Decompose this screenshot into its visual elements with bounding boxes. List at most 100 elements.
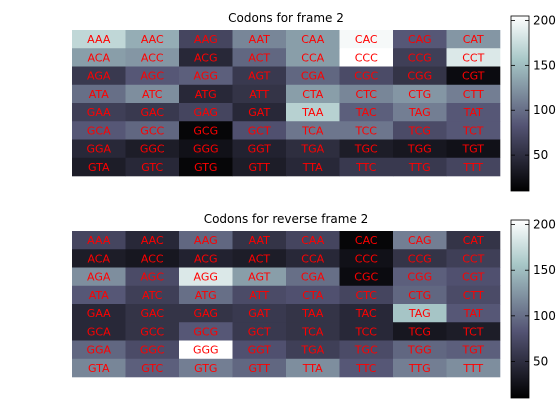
heatmap-cell-aat <box>232 30 287 49</box>
cell-label: CCC <box>355 51 378 64</box>
cell-label: GCG <box>193 325 218 338</box>
colorbar-tick-label: 100 <box>533 103 556 117</box>
chart-title: Codons for reverse frame 2 <box>204 212 369 226</box>
cell-label: GGG <box>193 143 219 156</box>
heatmap-cell-acg <box>179 249 233 268</box>
cell-label: GTC <box>141 161 163 174</box>
colorbar-tick-label: 50 <box>533 148 548 162</box>
heatmap-cell-ctc <box>339 84 394 104</box>
cell-label: GGC <box>140 344 165 357</box>
cell-label: GTT <box>249 362 271 375</box>
cell-label: CGA <box>301 70 325 83</box>
heatmap-cell-cgt <box>446 66 501 86</box>
cell-label: GAA <box>87 307 111 320</box>
cell-label: CCC <box>355 252 378 265</box>
heatmap-cell-aga <box>72 267 126 287</box>
heatmap-cell-agt <box>232 66 287 86</box>
heatmap-cell-cac <box>339 231 394 250</box>
heatmap-cell-gag <box>179 103 233 122</box>
heatmap-cell-tat <box>446 304 501 323</box>
cell-label: AGT <box>248 70 270 83</box>
heatmap-cells <box>72 30 501 177</box>
cell-label: TGA <box>300 344 324 357</box>
heatmap-cell-gtg <box>179 157 233 177</box>
heatmap-cell-ttg <box>393 157 447 177</box>
cell-label: TTG <box>408 161 431 174</box>
heatmap-cell-gac <box>125 304 180 323</box>
cell-label: CCT <box>462 51 484 64</box>
cell-label: TCT <box>462 325 484 338</box>
heatmap-cell-tta <box>286 358 340 378</box>
cell-label: CGA <box>301 271 325 284</box>
heatmap-labels: AAA AAC AAG AAT CAA CAC CAG CAT ACA ACC ACG ACT CCA C… <box>86 234 484 375</box>
cell-label: TTA <box>302 362 323 375</box>
cell-label: TAG <box>408 106 431 119</box>
heatmap-cell-ggc <box>125 340 180 360</box>
heatmap-cell-cga <box>286 66 340 86</box>
heatmap-cell-gta <box>72 358 126 378</box>
cell-label: ATC <box>142 88 163 101</box>
heatmap-cell-ata <box>72 285 126 305</box>
heatmap-cell-gaa <box>72 304 126 323</box>
heatmap-cell-cac <box>339 30 394 49</box>
heatmap-cell-gaa <box>72 103 126 122</box>
heatmap-cell-ctg <box>393 285 447 305</box>
heatmap-cell-cta <box>286 84 340 104</box>
cell-label: CTT <box>463 289 484 302</box>
heatmap-cell-ata <box>72 84 126 104</box>
cell-label: GAC <box>140 106 164 119</box>
cell-label: TAT <box>463 307 484 320</box>
heatmap-cells <box>72 231 501 378</box>
cell-label: GCA <box>87 325 111 338</box>
heatmap-cell-atc <box>125 84 180 104</box>
cell-label: TTA <box>302 161 323 174</box>
colorbar-gradient <box>510 219 530 399</box>
cell-label: GCA <box>87 124 111 137</box>
colorbar-tick-label: 150 <box>533 263 556 277</box>
cell-label: TCC <box>355 325 378 338</box>
heatmap-cell-acc <box>125 48 180 67</box>
heatmap-labels: AAA AAC AAG AAT CAA CAC CAG CAT ACA ACC ACG ACT CCA C… <box>86 33 484 174</box>
heatmap-cell-cgc <box>339 267 394 287</box>
heatmap-cell-cgg <box>393 66 447 86</box>
cell-label: CGG <box>407 70 432 83</box>
heatmap-cell-cat <box>446 30 501 49</box>
heatmap-cell-ttt <box>446 358 501 378</box>
cell-label: ACG <box>194 252 218 265</box>
cell-label: GCG <box>193 124 218 137</box>
colorbar-tick-label: 100 <box>533 309 556 323</box>
cell-label: TAA <box>301 106 324 119</box>
cell-label: ATA <box>89 88 110 101</box>
cell-label: CTT <box>463 88 484 101</box>
heatmap-cell-tta <box>286 157 340 177</box>
heatmap-cell-att <box>232 84 287 104</box>
heatmap-cell-ccc <box>339 249 394 268</box>
cell-label: GTG <box>194 161 217 174</box>
cell-label: TGC <box>354 143 378 156</box>
heatmap-cell-tca <box>286 121 340 140</box>
cell-label: GTA <box>88 362 110 375</box>
cell-label: AGG <box>194 271 218 284</box>
cell-label: GGG <box>193 344 219 357</box>
heatmap-cell-agg <box>179 267 233 287</box>
heatmap-cell-ggg <box>179 340 233 360</box>
heatmap-cell-tag <box>393 304 447 323</box>
heatmap-cell-tct <box>446 322 501 341</box>
heatmap-cell-cct <box>446 249 501 268</box>
heatmap-cell-atg <box>179 285 233 305</box>
cell-label: CTG <box>408 88 431 101</box>
cell-label: AGG <box>194 70 218 83</box>
heatmap-cell-cag <box>393 231 447 250</box>
heatmap-cell-tgt <box>446 139 501 159</box>
cell-label: TAT <box>463 106 484 119</box>
heatmap-cell-tga <box>286 139 340 159</box>
cell-label: CAA <box>301 234 325 247</box>
heatmap-cell-ttt <box>446 157 501 177</box>
chart-title: Codons for frame 2 <box>228 11 344 25</box>
heatmap-cell-agc <box>125 267 180 287</box>
heatmap-cell-ctt <box>446 285 501 305</box>
heatmap-cell-gat <box>232 304 287 323</box>
heatmap-cell-tct <box>446 121 501 140</box>
cell-label: CGC <box>354 271 378 284</box>
